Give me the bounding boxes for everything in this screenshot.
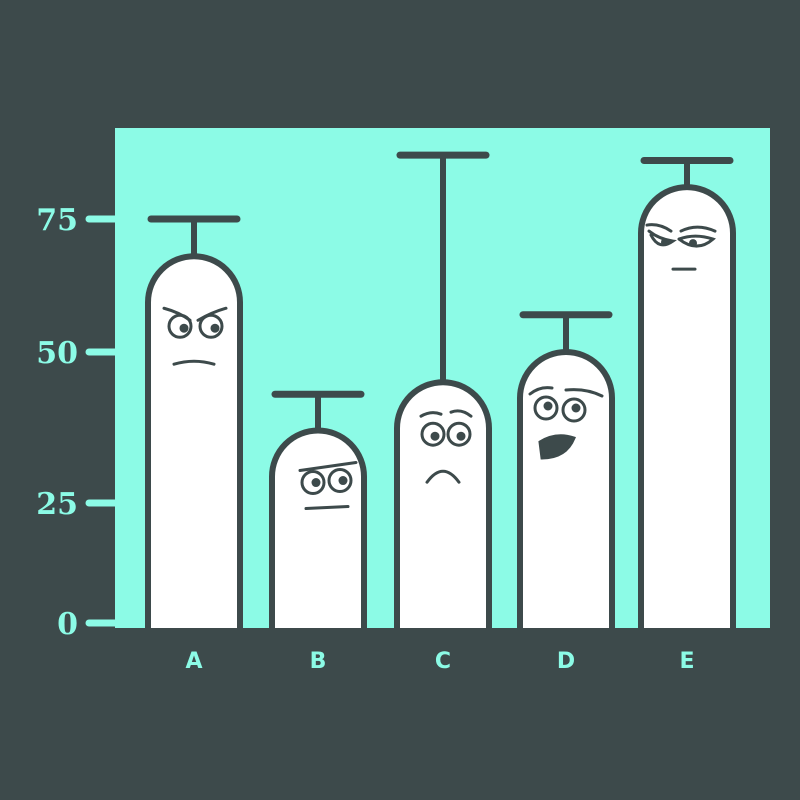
pupil: [543, 401, 553, 411]
mouth: [425, 469, 461, 484]
face-annoyed: [298, 461, 358, 511]
mouth: [304, 505, 350, 511]
bar: [394, 379, 492, 628]
face-shocked: [528, 386, 604, 460]
pupil: [179, 323, 189, 333]
pupil: [456, 431, 466, 441]
x-axis: A B C D E: [185, 649, 694, 674]
bar: [269, 427, 367, 628]
bar-C: [394, 151, 492, 628]
bar: [517, 349, 615, 628]
pupil: [210, 323, 220, 333]
x-tick-label: B: [310, 649, 327, 674]
bars: [145, 151, 736, 628]
x-tick-label: C: [435, 649, 451, 674]
pupil: [430, 431, 440, 441]
face-sad: [419, 409, 473, 484]
mouth: [538, 434, 576, 460]
pupil: [311, 478, 321, 488]
y-tick-label: 50: [36, 336, 78, 371]
face-angry: [162, 306, 228, 366]
face-smug: [645, 223, 717, 271]
bar: [145, 253, 243, 628]
pupil: [689, 239, 697, 248]
y-tick-label: 0: [57, 607, 78, 642]
bar-B: [269, 390, 367, 628]
bar-D: [517, 311, 615, 628]
y-tick-label: 75: [36, 203, 78, 238]
x-tick-label: E: [679, 649, 694, 674]
y-tick-label: 25: [36, 487, 78, 522]
pupil: [661, 238, 669, 247]
bar: [638, 184, 736, 628]
x-tick-label: A: [185, 649, 202, 674]
bar-E: [638, 156, 736, 628]
bar-A: [145, 215, 243, 628]
pupil: [571, 403, 581, 413]
mouth: [172, 359, 216, 366]
y-axis: 0 25 50 75: [36, 203, 119, 642]
x-tick-label: D: [557, 649, 575, 674]
pupil: [338, 476, 348, 486]
